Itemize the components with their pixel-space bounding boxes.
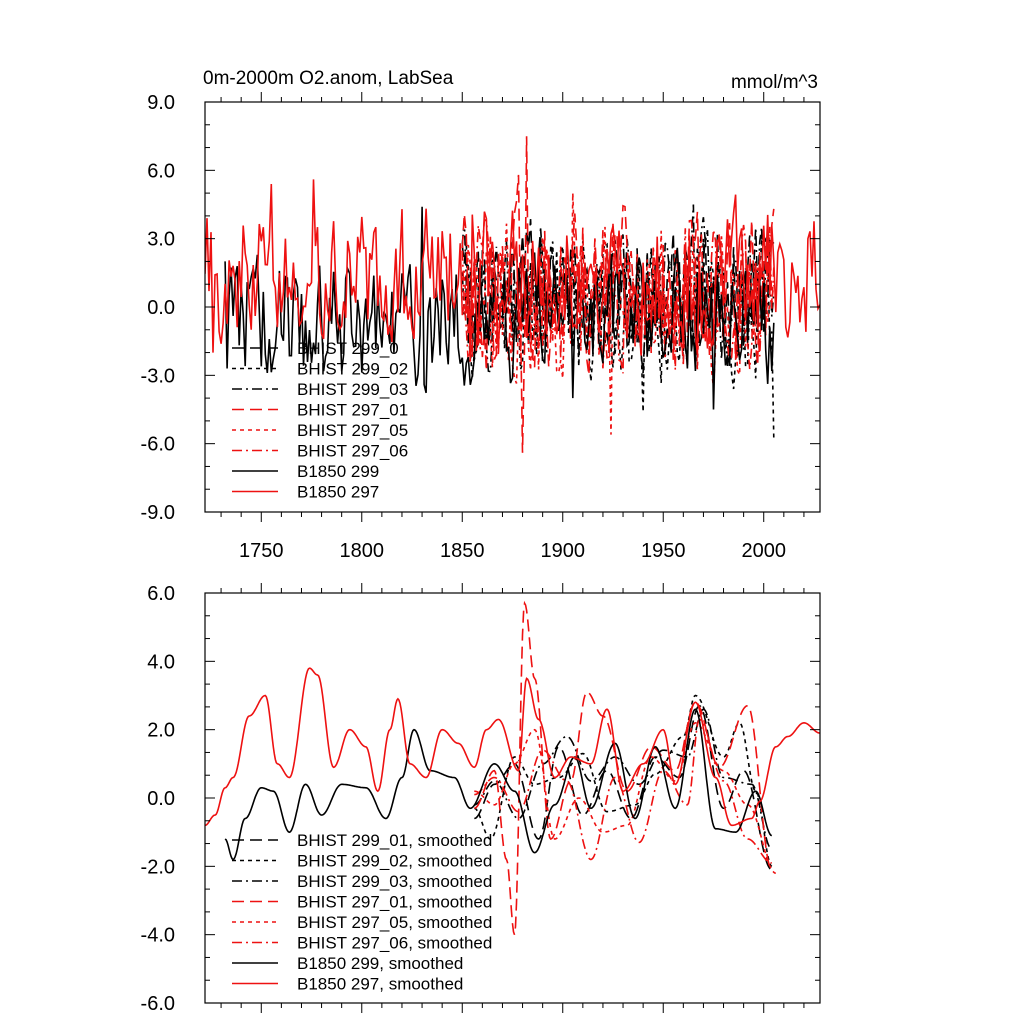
series-line-3 <box>474 600 773 935</box>
y-tick-label: -4.0 <box>141 925 175 947</box>
legend-label: BHIST 299_01, smoothed <box>297 831 492 850</box>
legend-label: BHIST 297_06 <box>297 442 408 461</box>
y-tick-label: 2.0 <box>147 720 175 742</box>
series-group <box>205 136 820 453</box>
legend-label: B1850 299, smoothed <box>297 954 463 973</box>
x-tick-label: 1900 <box>540 540 585 562</box>
x-tick-label: 1950 <box>641 540 686 562</box>
x-tick-label: 1850 <box>440 540 485 562</box>
y-tick-label: -3.0 <box>141 365 175 387</box>
y-tick-label: -9.0 <box>141 502 175 524</box>
y-tick-label: -6.0 <box>141 993 175 1015</box>
legend-label: B1850 297 <box>297 483 379 502</box>
chart-panel-top: 0m-2000m O2.anom, LabSea mmol/m^3 9.0 6.0… <box>141 68 821 562</box>
chart-panel-bottom: 6.0 4.0 2.0 0.0 -2.0 -4.0 -6.0 BHIST 299_01, sm… <box>141 583 821 1015</box>
legend-label: B1850 299 <box>297 462 379 481</box>
legend-label: BHIST 297_05, smoothed <box>297 913 492 932</box>
y-tick-label: 9.0 <box>147 92 175 114</box>
x-tick-label: 2000 <box>741 540 786 562</box>
y-tick-label: 6.0 <box>147 583 175 605</box>
legend-label: BHIST 299_03 <box>297 380 408 399</box>
legend-label: BHIST 297_06, smoothed <box>297 934 492 953</box>
series-line-5 <box>474 718 772 864</box>
y-tick-label: 0.0 <box>147 788 175 810</box>
legend: BHIST 299_01, smoothed BHIST 299_02, smoo… <box>232 831 492 994</box>
legend-label: BHIST 299_02, smoothed <box>297 852 492 871</box>
legend-label: BHIST 299_03, smoothed <box>297 872 492 891</box>
legend-label: BHIST 297_01, smoothed <box>297 893 492 912</box>
y-tick-label: 3.0 <box>147 229 175 251</box>
series-line-2 <box>461 204 775 373</box>
legend-label: BHIST 299_0 <box>297 339 399 358</box>
series-group <box>205 600 820 935</box>
chart-title: 0m-2000m O2.anom, LabSea <box>203 68 454 89</box>
series-line-0 <box>474 704 773 871</box>
legend-label: B1850 297, smoothed <box>297 975 463 994</box>
series-line-6 <box>224 708 773 861</box>
y-tick-label: 6.0 <box>147 160 175 182</box>
y-tick-label: 0.0 <box>147 297 175 319</box>
chart-units: mmol/m^3 <box>731 72 818 93</box>
series-line-2 <box>474 708 773 851</box>
y-tick-label: 4.0 <box>147 651 175 673</box>
legend-label: BHIST 297_05 <box>297 421 408 440</box>
legend-label: BHIST 297_01 <box>297 401 408 420</box>
legend-label: BHIST 299_02 <box>297 360 408 379</box>
y-tick-label: -2.0 <box>141 856 175 878</box>
series-line-1 <box>474 694 773 867</box>
y-tick-label: -6.0 <box>141 434 175 456</box>
series-line-7 <box>205 179 820 362</box>
x-tick-label: 1750 <box>239 540 284 562</box>
x-tick-label: 1800 <box>340 540 385 562</box>
series-line-7 <box>205 667 820 827</box>
